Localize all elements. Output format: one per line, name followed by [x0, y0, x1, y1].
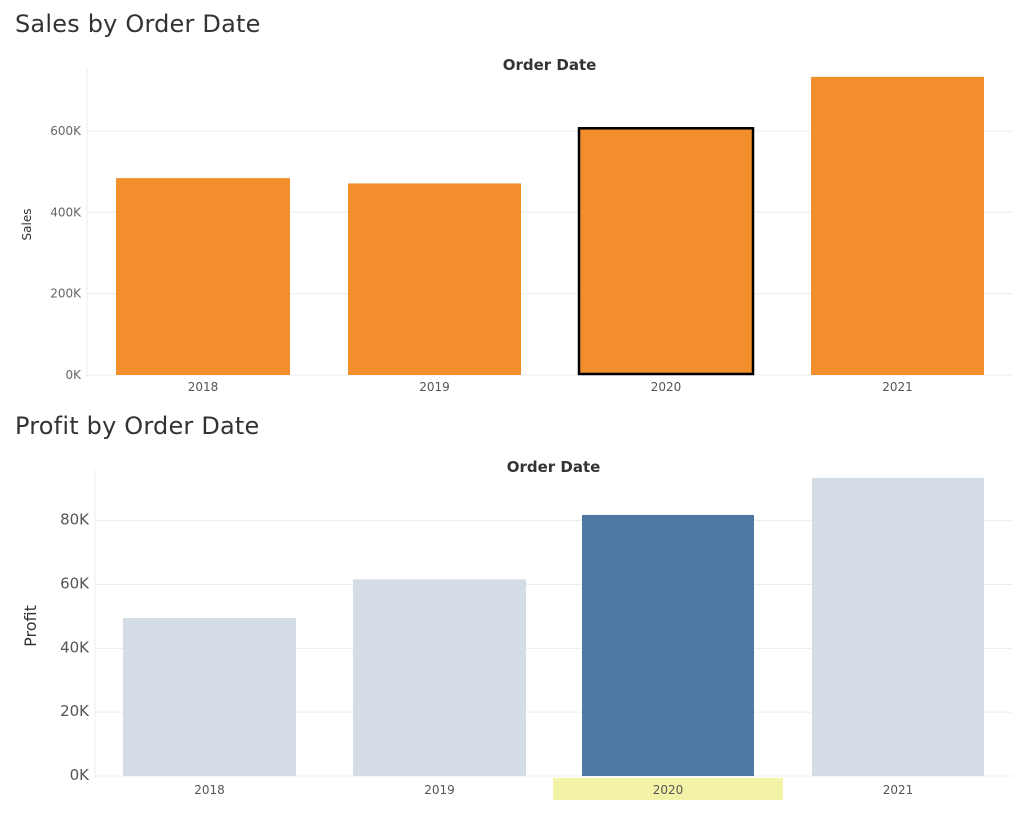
profit-selected-label-highlight — [553, 778, 783, 800]
sales-ytick-label: 200K — [50, 287, 82, 301]
profit-sheet-title: Profit by Order Date — [15, 412, 260, 440]
sales-xtick-label[interactable]: 2018 — [188, 380, 219, 394]
sales-sheet-title: Sales by Order Date — [15, 10, 261, 38]
sales-ytick-label: 400K — [50, 205, 82, 219]
profit-y-axis-title: Profit — [21, 605, 40, 647]
profit-ytick-label: 40K — [60, 638, 90, 656]
sales-chart: 0K 200K 400K 600K Order Date Sales 2018 2019 202… — [20, 56, 1012, 394]
sales-y-axis-title: Sales — [20, 209, 34, 241]
sales-bar-2019[interactable] — [348, 183, 521, 375]
profit-xtick-label[interactable]: 2019 — [424, 783, 455, 797]
profit-chart: 0K 20K 40K 60K 80K Order Date Profit 2018 2019 20… — [21, 458, 1012, 800]
profit-bar-2019[interactable] — [353, 579, 526, 776]
profit-ytick-label: 20K — [60, 702, 90, 720]
profit-xtick-label[interactable]: 2020 — [653, 783, 684, 797]
sales-ytick-label: 600K — [50, 124, 82, 138]
profit-xtick-label[interactable]: 2021 — [883, 783, 914, 797]
profit-bar-2020[interactable] — [582, 514, 754, 776]
sales-ytick-label: 0K — [65, 368, 82, 382]
profit-xtick-label[interactable]: 2018 — [194, 783, 225, 797]
profit-ytick-label: 0K — [70, 766, 91, 784]
sales-column-header: Order Date — [503, 56, 597, 74]
sales-bar-2018[interactable] — [116, 178, 290, 375]
sales-xtick-label[interactable]: 2020 — [651, 380, 682, 394]
sales-bar-selection-outline — [577, 127, 755, 376]
profit-column-header: Order Date — [507, 458, 601, 476]
profit-ytick-label: 80K — [60, 511, 90, 529]
sales-bar-2020[interactable] — [578, 127, 754, 376]
profit-ytick-label: 60K — [60, 575, 90, 593]
sales-bar-2021[interactable] — [811, 76, 984, 376]
profit-bar-2018[interactable] — [123, 618, 296, 776]
sales-xtick-label[interactable]: 2021 — [882, 380, 913, 394]
profit-bar-2021[interactable] — [812, 477, 984, 776]
sales-xtick-label[interactable]: 2019 — [419, 380, 450, 394]
